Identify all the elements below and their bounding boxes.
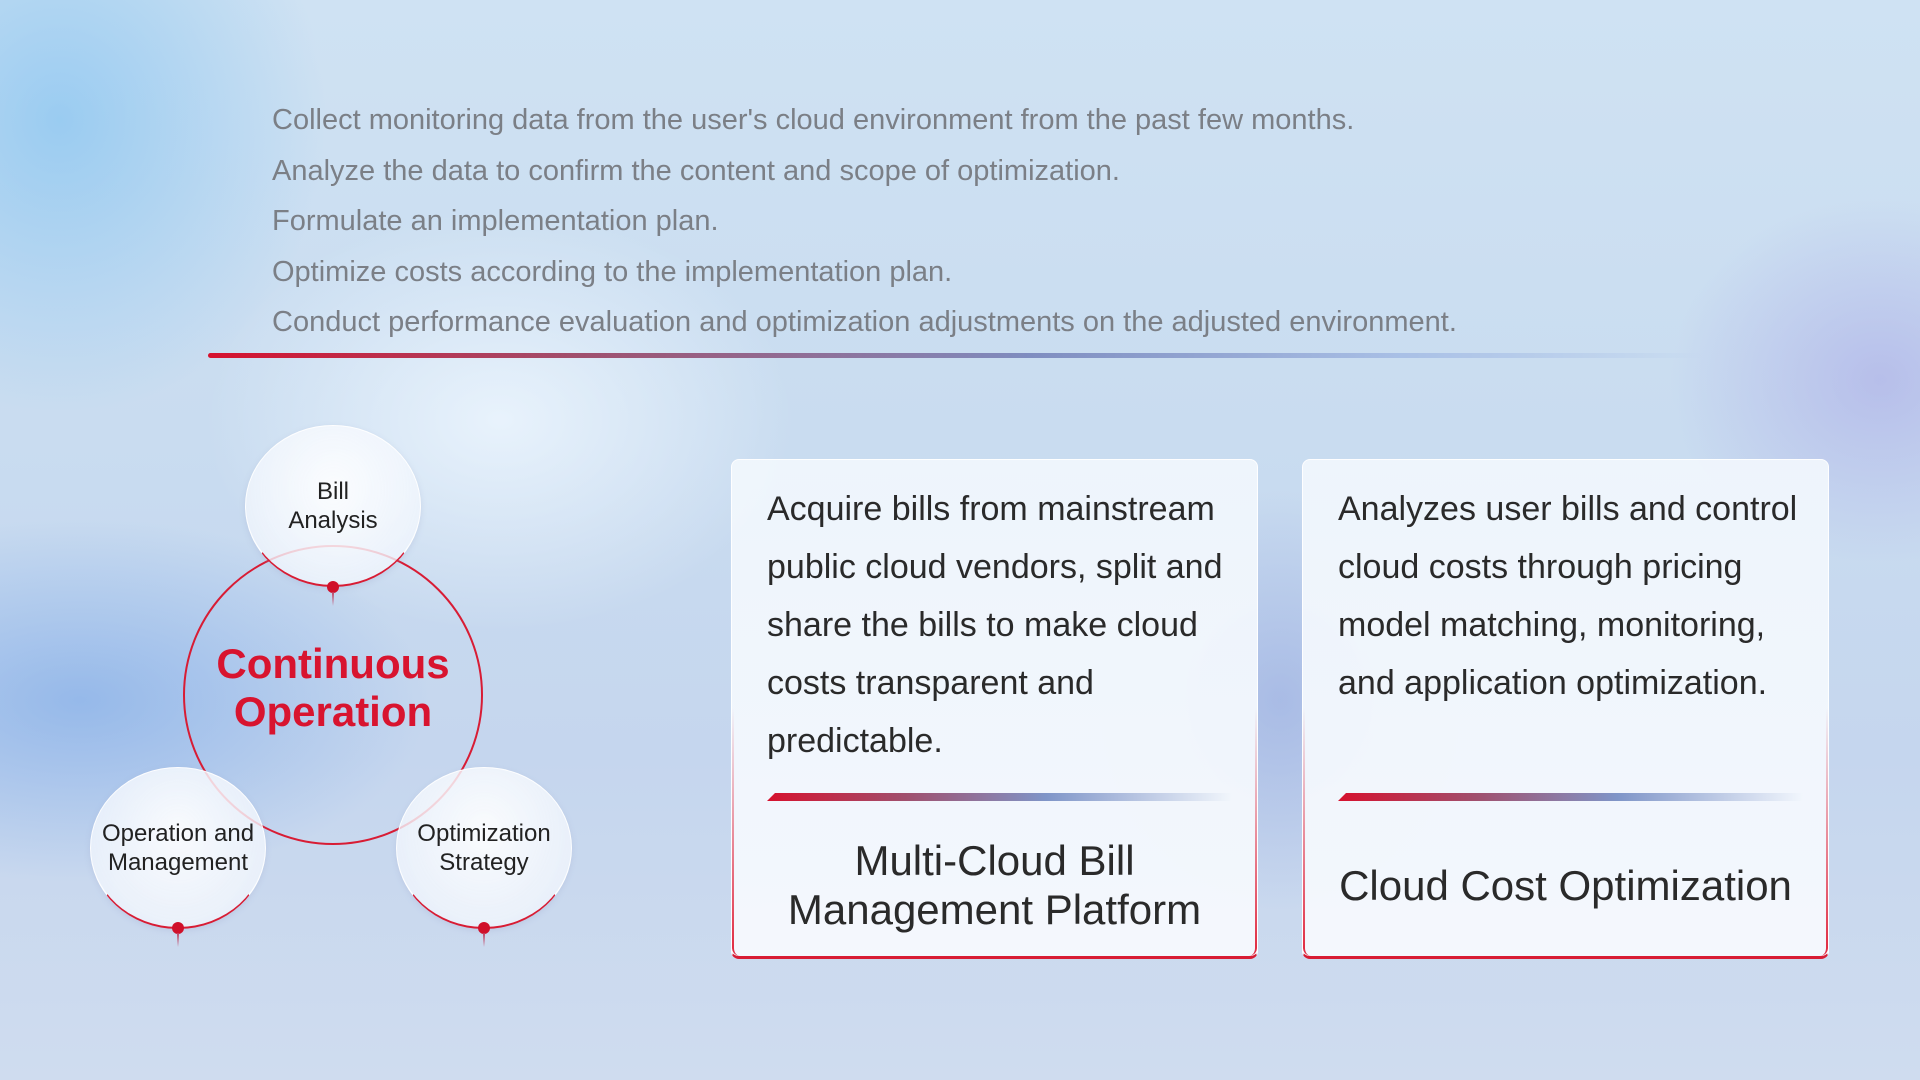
node-label: Operation and Management [101,819,255,876]
node-label: Bill Analysis [288,477,378,534]
step-3: Formulate an implementation plan. [272,205,719,237]
step-1: Collect monitoring data from the user's … [272,104,1355,136]
card-title: Multi-Cloud Bill Management Platform [787,837,1202,933]
card-multi-cloud-bill: Acquire bills from mainstream public clo… [731,459,1258,959]
node-operation-management: Operation and Management [90,767,266,929]
gradient-divider [208,353,1703,358]
card-divider [1338,793,1803,801]
node-dot [478,922,490,934]
cycle-diagram: Continuous Operation Bill Analysis Opera… [0,0,700,1080]
node-stem [332,592,334,606]
center-label: Continuous Operation [183,640,483,736]
step-4: Optimize costs according to the implemen… [272,255,953,288]
step-5: Conduct performance evaluation and optim… [272,306,1457,338]
node-bill-analysis: Bill Analysis [245,425,421,587]
step-2: Analyze the data to confirm the content … [272,154,1120,187]
node-dot [327,581,339,593]
node-label: Optimization Strategy [417,819,551,876]
process-steps: Collect monitoring data from the user's … [272,95,1457,348]
card-title: Cloud Cost Optimization [1339,862,1792,909]
card-description: Acquire bills from mainstream public clo… [767,490,1223,760]
card-cloud-cost-optimization: Analyzes user bills and control cloud co… [1302,459,1829,959]
node-dot [172,922,184,934]
node-stem [177,933,179,947]
card-description: Analyzes user bills and control cloud co… [1338,490,1798,702]
center-label-line1: Continuous [216,640,450,687]
card-divider [767,793,1232,801]
node-stem [483,933,485,947]
center-label-line2: Operation [233,688,433,735]
node-optimization-strategy: Optimization Strategy [396,767,572,929]
